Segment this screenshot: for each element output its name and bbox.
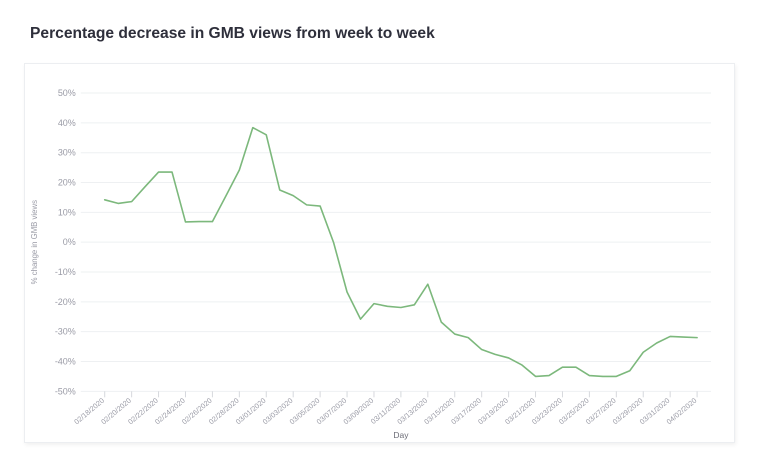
svg-text:30%: 30% (58, 148, 76, 158)
svg-text:0%: 0% (63, 237, 76, 247)
svg-text:-10%: -10% (55, 267, 76, 277)
svg-text:20%: 20% (58, 178, 76, 188)
svg-text:04/02/2020: 04/02/2020 (664, 396, 698, 426)
svg-text:-30%: -30% (55, 327, 76, 337)
svg-text:-20%: -20% (55, 297, 76, 307)
svg-text:10%: 10% (58, 208, 76, 218)
svg-text:-40%: -40% (55, 357, 76, 367)
svg-text:-50%: -50% (55, 387, 76, 397)
svg-text:50%: 50% (58, 88, 76, 98)
svg-text:40%: 40% (58, 118, 76, 128)
svg-text:Day: Day (393, 430, 409, 440)
svg-text:% change in GMB views: % change in GMB views (30, 200, 39, 284)
